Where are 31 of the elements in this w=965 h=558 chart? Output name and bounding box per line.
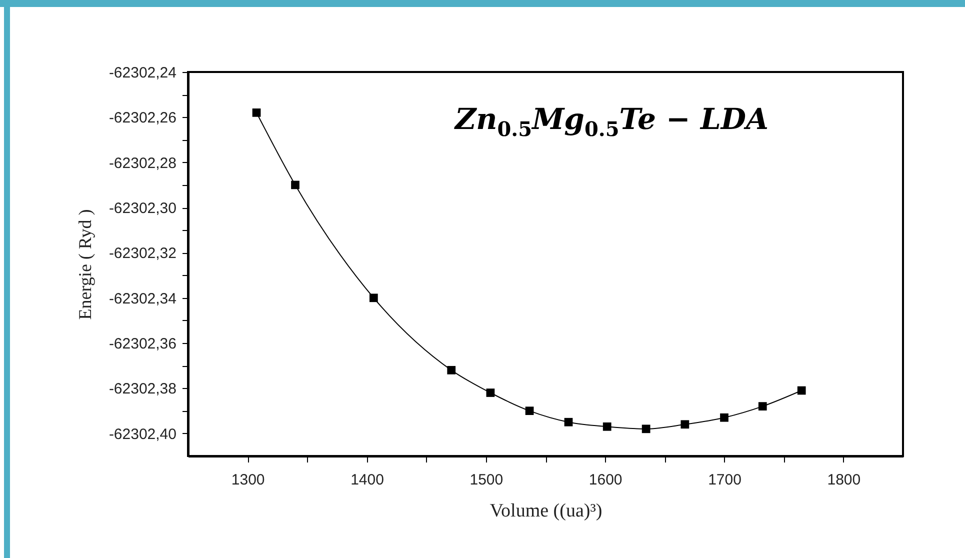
point bbox=[758, 402, 767, 410]
x-tick-label: 1400 bbox=[350, 472, 384, 488]
y-tick-label: -62302,34 bbox=[108, 290, 176, 308]
x-tick-label: 1800 bbox=[827, 472, 861, 488]
x-tick-label: 1700 bbox=[708, 472, 742, 488]
point bbox=[564, 418, 573, 426]
y-tick-label: -62302,28 bbox=[108, 154, 176, 172]
y-tick-label: -62302,24 bbox=[108, 64, 176, 82]
y-tick-label: -62302,38 bbox=[108, 380, 176, 398]
point bbox=[602, 422, 612, 431]
y-axis-title: Energie ( Ryd ) bbox=[74, 209, 95, 320]
y-tick-label: -62302,30 bbox=[108, 200, 176, 218]
point bbox=[447, 366, 456, 374]
point bbox=[525, 406, 534, 416]
y-tick-label: -62302,36 bbox=[108, 336, 176, 353]
y-tick-label: -62302,26 bbox=[108, 110, 176, 127]
point bbox=[369, 294, 378, 302]
point bbox=[720, 413, 728, 422]
x-tick-label: 1300 bbox=[231, 472, 265, 488]
point bbox=[680, 420, 690, 429]
annotation: Zn$_{0.5}$Mg$_{0.5}$Te − LDA bbox=[455, 102, 768, 141]
point bbox=[642, 424, 650, 434]
x-tick-label: 1600 bbox=[588, 472, 622, 488]
y-tick-label: -62302,32 bbox=[108, 245, 176, 262]
x-tick-label: 1500 bbox=[470, 472, 504, 488]
point bbox=[486, 388, 495, 397]
point bbox=[797, 386, 806, 395]
y-tick-label: -62302,40 bbox=[108, 426, 176, 443]
point bbox=[252, 108, 261, 117]
point bbox=[291, 180, 300, 190]
x-axis-title: Volume ((ua)³) bbox=[490, 500, 602, 522]
